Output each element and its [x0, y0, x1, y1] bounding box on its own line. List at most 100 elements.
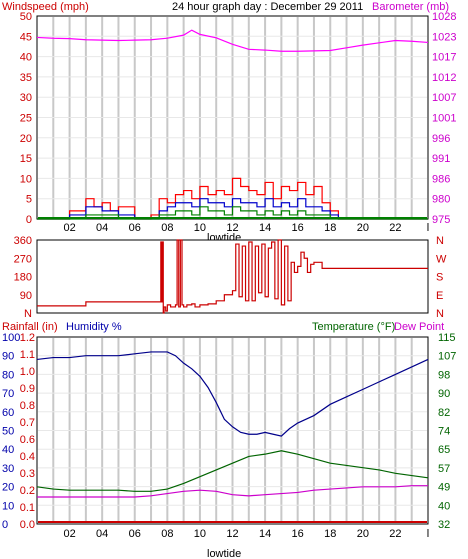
- wind-tick-label: 15: [20, 153, 32, 165]
- wind-x-tick-label: 06: [129, 222, 141, 234]
- rain-tick-label: 0.3: [20, 468, 35, 480]
- temperature-line: [36, 450, 429, 492]
- humidity-line: [36, 351, 429, 437]
- rain-tick-label: 0.1: [20, 502, 35, 514]
- climate-x-tick-label: 14: [259, 528, 271, 540]
- humidity-tick-label: 10: [2, 500, 14, 512]
- direction-panel-frame: [36, 239, 429, 314]
- climate-x-tick-label: l: [427, 528, 429, 540]
- rain-tick-label: 0.6: [20, 434, 35, 446]
- climate-x-tick-label: 06: [129, 528, 141, 540]
- climate-x-tick-label: 18: [324, 528, 336, 540]
- rain-tick-label: 0.7: [20, 417, 35, 429]
- humidity-tick-label: 20: [2, 482, 14, 494]
- wind-x-tick-label: 22: [389, 222, 401, 234]
- temperature-tick-label: 57: [438, 463, 450, 475]
- wind-x-tick-label: 08: [161, 222, 173, 234]
- temperature-tick-label: 82: [438, 407, 450, 419]
- barometer-tick-label: 1012: [432, 72, 456, 84]
- wind-x-tick-label: 20: [357, 222, 369, 234]
- rain-tick-label: 1.2: [20, 332, 35, 344]
- wind-tick-label: 35: [20, 72, 32, 84]
- wind-direction-line: [37, 239, 428, 314]
- climate-x-tick-label: 20: [357, 528, 369, 540]
- compass-tick-label: N: [436, 235, 444, 247]
- compass-tick-label: E: [436, 290, 443, 302]
- humidity-tick-label: 0: [2, 519, 8, 531]
- wind-x-tick-label: 02: [63, 222, 75, 234]
- wind-average-line: [37, 198, 428, 220]
- dew-point-line: [37, 485, 428, 498]
- barometer-tick-label: 1023: [432, 31, 456, 43]
- barometer-tick-label: 991: [432, 153, 450, 165]
- rain-tick-label: 0.2: [20, 485, 35, 497]
- temperature-tick-label: 74: [438, 426, 450, 438]
- barometer-tick-label: 980: [432, 194, 450, 206]
- barometer-tick-label: 986: [432, 173, 450, 185]
- humidity-tick-label: 50: [2, 426, 14, 438]
- humidity-tick-label: 30: [2, 463, 14, 475]
- wind-x-tick-label: l: [427, 222, 429, 234]
- rainfall-axis-title: Rainfall (in): [2, 321, 58, 333]
- wind-tick-label: 25: [20, 113, 32, 125]
- climate-x-tick-label: 22: [389, 528, 401, 540]
- temperature-tick-label: 107: [438, 351, 456, 363]
- rain-tick-label: 0.4: [20, 451, 35, 463]
- direction-tick-label: 360: [14, 235, 32, 247]
- direction-tick-label: 270: [14, 253, 32, 265]
- wind-tick-label: 50: [20, 11, 32, 23]
- humidity-tick-label: 60: [2, 407, 14, 419]
- temperature-tick-label: 65: [438, 444, 450, 456]
- rain-tick-label: 0.9: [20, 383, 35, 395]
- barometer-tick-label: 1001: [432, 113, 456, 125]
- climate-x-tick-label: 08: [161, 528, 173, 540]
- temperature-tick-label: 32: [438, 519, 450, 531]
- compass-tick-label: S: [436, 272, 443, 284]
- temperature-tick-label: 115: [438, 332, 456, 344]
- rain-tick-label: 0.8: [20, 400, 35, 412]
- wind-tick-label: 45: [20, 31, 32, 43]
- direction-tick-label: N: [24, 308, 32, 320]
- humidity-tick-label: 40: [2, 444, 14, 456]
- temperature-tick-label: 90: [438, 388, 450, 400]
- humidity-tick-label: 90: [2, 351, 14, 363]
- wind-x-tick-label: 18: [324, 222, 336, 234]
- wind-tick-label: 20: [20, 133, 32, 145]
- wind-tick-label: 10: [20, 173, 32, 185]
- climate-x-tick-label: 16: [292, 528, 304, 540]
- barometer-line: [36, 29, 429, 52]
- wind-x-tick-label: 10: [194, 222, 206, 234]
- wind-x-tick-label: 12: [226, 222, 238, 234]
- humidity-tick-label: 70: [2, 388, 14, 400]
- compass-tick-label: W: [436, 253, 447, 265]
- temperature-axis-title: Temperature (°F): [312, 321, 395, 333]
- humidity-axis-title: Humidity %: [66, 321, 122, 333]
- humidity-tick-label: 80: [2, 369, 14, 381]
- climate-x-tick-label: 02: [63, 528, 75, 540]
- chart-title: 24 hour graph day : December 29 2011: [172, 1, 363, 13]
- barometer-tick-label: 1017: [432, 52, 456, 64]
- wind-tick-label: 5: [26, 194, 32, 206]
- climate-x-tick-label: 10: [194, 528, 206, 540]
- temperature-tick-label: 40: [438, 500, 450, 512]
- wind-axis-title: Windspeed (mph): [2, 1, 89, 13]
- wind-tick-label: 0: [26, 214, 32, 226]
- wind-tick-label: 40: [20, 52, 32, 64]
- wind-x-tick-label: 14: [259, 222, 271, 234]
- direction-tick-label: 90: [20, 290, 32, 302]
- barometer-tick-label: 975: [432, 214, 450, 226]
- wind-x-tick-label: 16: [292, 222, 304, 234]
- wind-tick-label: 30: [20, 92, 32, 104]
- climate-x-tick-label: 04: [96, 528, 108, 540]
- rain-tick-label: 0.0: [20, 519, 35, 531]
- rain-tick-label: 1.0: [20, 366, 35, 378]
- temperature-tick-label: 49: [438, 482, 450, 494]
- direction-tick-label: 180: [14, 272, 32, 284]
- compass-tick-label: N: [436, 308, 444, 320]
- wind-x-tick-label: 04: [96, 222, 108, 234]
- barometer-axis-title: Barometer (mb): [372, 1, 449, 13]
- x-axis-label-bottom: lowtide: [207, 548, 241, 559]
- barometer-tick-label: 1028: [432, 11, 456, 23]
- barometer-tick-label: 1007: [432, 92, 456, 104]
- rain-tick-label: 1.1: [20, 349, 35, 361]
